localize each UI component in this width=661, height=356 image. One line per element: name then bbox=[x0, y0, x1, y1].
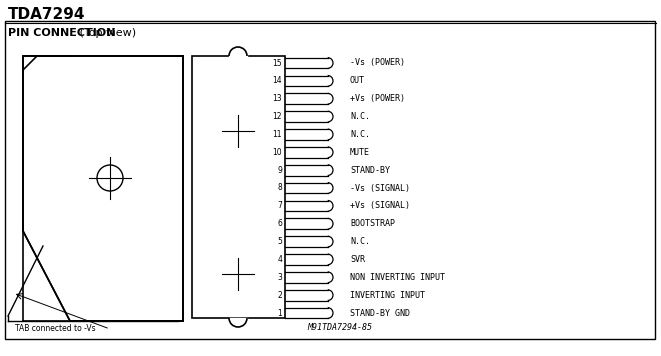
Text: M91TDA7294-85: M91TDA7294-85 bbox=[307, 323, 373, 332]
Text: 1: 1 bbox=[277, 309, 282, 318]
Text: NON INVERTING INPUT: NON INVERTING INPUT bbox=[350, 273, 445, 282]
Text: 6: 6 bbox=[277, 219, 282, 228]
Text: +Vs (POWER): +Vs (POWER) bbox=[350, 94, 405, 103]
Text: 11: 11 bbox=[272, 130, 282, 139]
Text: 8: 8 bbox=[277, 183, 282, 193]
Text: SVR: SVR bbox=[350, 255, 365, 264]
Text: 10: 10 bbox=[272, 148, 282, 157]
Text: 12: 12 bbox=[272, 112, 282, 121]
Text: -Vs (POWER): -Vs (POWER) bbox=[350, 58, 405, 68]
Text: STAND-BY: STAND-BY bbox=[350, 166, 390, 175]
Text: +Vs (SIGNAL): +Vs (SIGNAL) bbox=[350, 201, 410, 210]
Text: 4: 4 bbox=[277, 255, 282, 264]
Text: 5: 5 bbox=[277, 237, 282, 246]
Text: N.C.: N.C. bbox=[350, 112, 370, 121]
Text: MUTE: MUTE bbox=[350, 148, 370, 157]
Text: 2: 2 bbox=[277, 290, 282, 300]
Text: 9: 9 bbox=[277, 166, 282, 175]
Bar bbox=[192, 56, 285, 318]
Text: 15: 15 bbox=[272, 58, 282, 68]
Text: 7: 7 bbox=[277, 201, 282, 210]
Bar bbox=[5, 21, 655, 339]
Text: TAB connected to -Vs: TAB connected to -Vs bbox=[15, 324, 96, 333]
Text: (Top view): (Top view) bbox=[76, 28, 136, 38]
Text: 14: 14 bbox=[272, 76, 282, 85]
Text: OUT: OUT bbox=[350, 76, 365, 85]
Text: INVERTING INPUT: INVERTING INPUT bbox=[350, 290, 425, 300]
Text: TDA7294: TDA7294 bbox=[8, 7, 85, 22]
Text: -Vs (SIGNAL): -Vs (SIGNAL) bbox=[350, 183, 410, 193]
Text: BOOTSTRAP: BOOTSTRAP bbox=[350, 219, 395, 228]
Text: N.C.: N.C. bbox=[350, 237, 370, 246]
Text: STAND-BY GND: STAND-BY GND bbox=[350, 309, 410, 318]
Text: 3: 3 bbox=[277, 273, 282, 282]
Text: N.C.: N.C. bbox=[350, 130, 370, 139]
Text: PIN CONNECTION: PIN CONNECTION bbox=[8, 28, 116, 38]
Text: 13: 13 bbox=[272, 94, 282, 103]
